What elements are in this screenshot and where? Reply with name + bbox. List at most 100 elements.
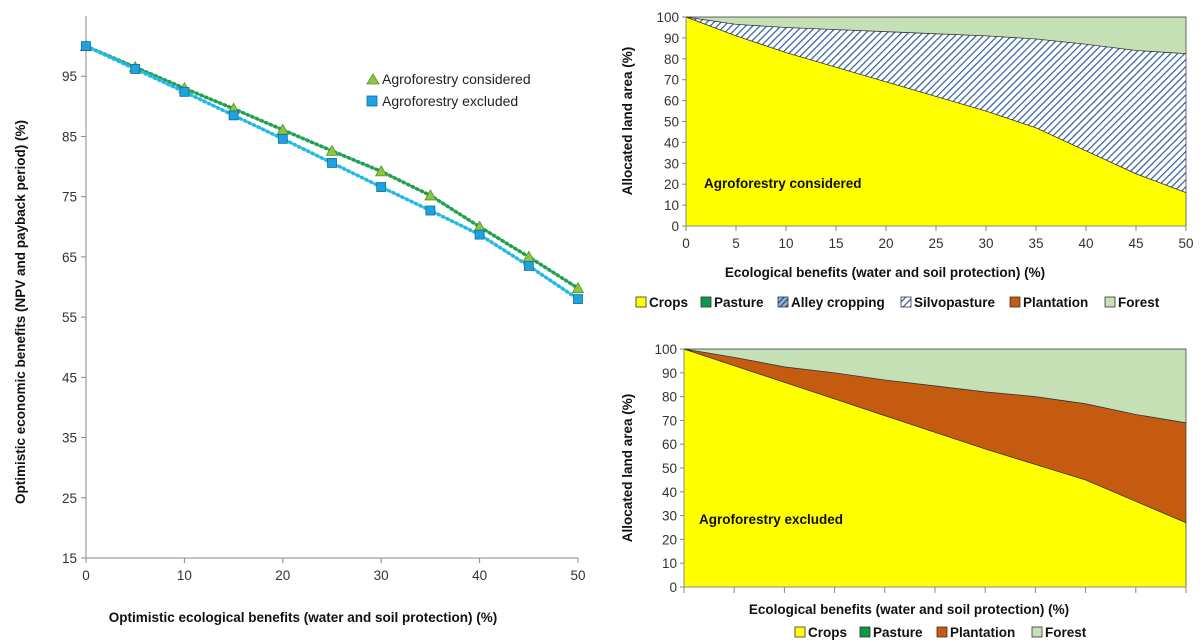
x-tick-label: 45 bbox=[1128, 236, 1143, 251]
y-tick-label: 80 bbox=[662, 390, 677, 405]
top-right-y-axis-title: Allocated land area (%) bbox=[620, 47, 635, 196]
left-x-axis-title: Optimistic ecological benefits (water an… bbox=[109, 610, 498, 625]
legend-label-alley-cropping: Alley cropping bbox=[791, 295, 885, 310]
square-point bbox=[573, 294, 583, 304]
y-tick-label: 50 bbox=[664, 115, 679, 130]
bottom-right-y-axis-title: Allocated land area (%) bbox=[620, 394, 635, 543]
left-y-tick-label: 25 bbox=[62, 491, 77, 506]
legend-label-crops: Crops bbox=[649, 295, 688, 310]
left-y-tick-label: 15 bbox=[62, 551, 77, 566]
square-point bbox=[523, 261, 534, 271]
top-right-axes: 0 10 20 30 40 50 60 70 80 90 100 0 5 10 15 20 25 30 35 40 45… bbox=[656, 10, 1193, 251]
triangle-point bbox=[571, 281, 585, 294]
left-y-tick-label: 85 bbox=[62, 129, 77, 144]
y-tick-label: 10 bbox=[662, 556, 677, 571]
area-forest bbox=[685, 16, 1187, 54]
square-point bbox=[474, 229, 485, 240]
x-tick-label: 25 bbox=[928, 236, 943, 251]
y-tick-label: 90 bbox=[664, 31, 679, 46]
y-tick-label: 50 bbox=[662, 461, 677, 476]
x-tick-label: 35 bbox=[1028, 236, 1043, 251]
legend-square-marker bbox=[366, 95, 378, 107]
legend-swatch-silvopasture bbox=[900, 296, 912, 308]
bottom-right-axes: 0 10 20 30 40 50 60 70 80 90 100 bbox=[654, 342, 1187, 595]
legend-label-plantation: Plantation bbox=[1023, 295, 1088, 310]
left-x-tick-label: 30 bbox=[374, 568, 389, 583]
y-tick-label: 40 bbox=[662, 485, 677, 500]
legend-swatch-pasture bbox=[859, 626, 871, 638]
top-right-legend: Crops Pasture Alley cropping Silvopasture Pl… bbox=[635, 295, 1160, 310]
left-y-tick-label: 35 bbox=[62, 431, 77, 446]
left-x-tick-label: 50 bbox=[570, 568, 585, 583]
y-tick-label: 100 bbox=[654, 342, 677, 357]
legend-label-pasture: Pasture bbox=[714, 295, 764, 310]
legend-swatch-forest bbox=[1104, 296, 1116, 308]
bottom-right-panel-label: Agroforestry excluded bbox=[699, 512, 843, 527]
legend-swatch-forest bbox=[1031, 626, 1043, 638]
legend-label-pasture: Pasture bbox=[873, 625, 923, 640]
x-tick-label: 50 bbox=[1178, 236, 1193, 251]
square-point bbox=[425, 205, 436, 216]
triangle-point bbox=[424, 189, 437, 201]
bottom-right-legend: Crops Pasture Plantation Forest bbox=[794, 625, 1087, 640]
y-tick-label: 100 bbox=[656, 10, 679, 25]
left-y-axis-title: Optimistic economic benefits (NPV and pa… bbox=[13, 120, 28, 504]
top-right-areas bbox=[685, 16, 1187, 227]
left-x-tick-label: 0 bbox=[82, 568, 90, 583]
left-y-tick-label: 65 bbox=[62, 250, 77, 265]
square-point bbox=[228, 110, 239, 121]
legend-label-forest: Forest bbox=[1118, 295, 1160, 310]
y-tick-label: 60 bbox=[662, 437, 677, 452]
x-tick-label: 5 bbox=[732, 236, 740, 251]
y-tick-label: 70 bbox=[662, 413, 677, 428]
triangle-point bbox=[375, 165, 388, 177]
left-legend: Agroforestry considered Agroforestry exc… bbox=[366, 71, 531, 109]
left-scatter-chart: 15 25 35 45 55 65 75 85 95 0 10 20 30 40 50 Optimistic… bbox=[13, 16, 586, 625]
square-point bbox=[179, 86, 190, 97]
legend-swatch-plantation bbox=[1009, 296, 1021, 308]
y-tick-label: 10 bbox=[664, 198, 679, 213]
y-tick-label: 20 bbox=[662, 532, 677, 547]
legend-label-crops: Crops bbox=[808, 625, 847, 640]
legend-label-forest: Forest bbox=[1045, 625, 1087, 640]
left-x-tick-label: 10 bbox=[177, 568, 192, 583]
y-tick-label: 70 bbox=[664, 73, 679, 88]
y-tick-label: 20 bbox=[664, 177, 679, 192]
legend-swatch-pasture bbox=[700, 296, 712, 308]
y-tick-label: 0 bbox=[671, 219, 679, 234]
legend-label-silvopasture: Silvopasture bbox=[914, 295, 996, 310]
x-tick-label: 10 bbox=[778, 236, 793, 251]
legend-label-considered: Agroforestry considered bbox=[382, 71, 531, 87]
x-tick-label: 20 bbox=[878, 236, 893, 251]
top-right-panel-label: Agroforestry considered bbox=[704, 176, 862, 191]
left-x-tick-label: 20 bbox=[275, 568, 290, 583]
area-forest bbox=[683, 348, 1187, 424]
bottom-right-x-axis-title: Ecological benefits (water and soil prot… bbox=[749, 602, 1069, 617]
bottom-right-area-chart: 0 10 20 30 40 50 60 70 80 90 100 Agroforestry excl… bbox=[620, 342, 1187, 640]
triangle-point bbox=[325, 144, 339, 156]
legend-swatch-alley-cropping bbox=[777, 296, 789, 308]
left-y-tick-label: 55 bbox=[62, 310, 77, 325]
legend-label-excluded: Agroforestry excluded bbox=[382, 93, 518, 109]
y-tick-label: 90 bbox=[662, 366, 677, 381]
x-tick-label: 40 bbox=[1078, 236, 1093, 251]
y-tick-label: 80 bbox=[664, 52, 679, 67]
square-point bbox=[277, 133, 288, 144]
x-tick-label: 0 bbox=[682, 236, 690, 251]
bottom-right-areas bbox=[683, 348, 1187, 588]
legend-label-plantation: Plantation bbox=[950, 625, 1015, 640]
legend-swatch-plantation bbox=[936, 626, 948, 638]
left-y-tick-label: 95 bbox=[62, 69, 77, 84]
left-y-tick-label: 45 bbox=[62, 370, 77, 385]
y-tick-label: 60 bbox=[664, 94, 679, 109]
y-tick-label: 40 bbox=[664, 135, 679, 150]
top-right-x-axis-title: Ecological benefits (water and soil prot… bbox=[725, 265, 1045, 280]
x-tick-label: 30 bbox=[978, 236, 993, 251]
left-y-tick-label: 75 bbox=[62, 190, 77, 205]
top-right-area-chart: 0 10 20 30 40 50 60 70 80 90 100 0 5 10 15 20 25 30 35 40 45… bbox=[620, 10, 1194, 310]
legend-swatch-crops bbox=[635, 296, 647, 308]
x-tick-label: 15 bbox=[828, 236, 843, 251]
left-series-layer bbox=[79, 39, 585, 304]
square-point bbox=[130, 64, 141, 74]
left-x-tick-label: 40 bbox=[472, 568, 487, 583]
